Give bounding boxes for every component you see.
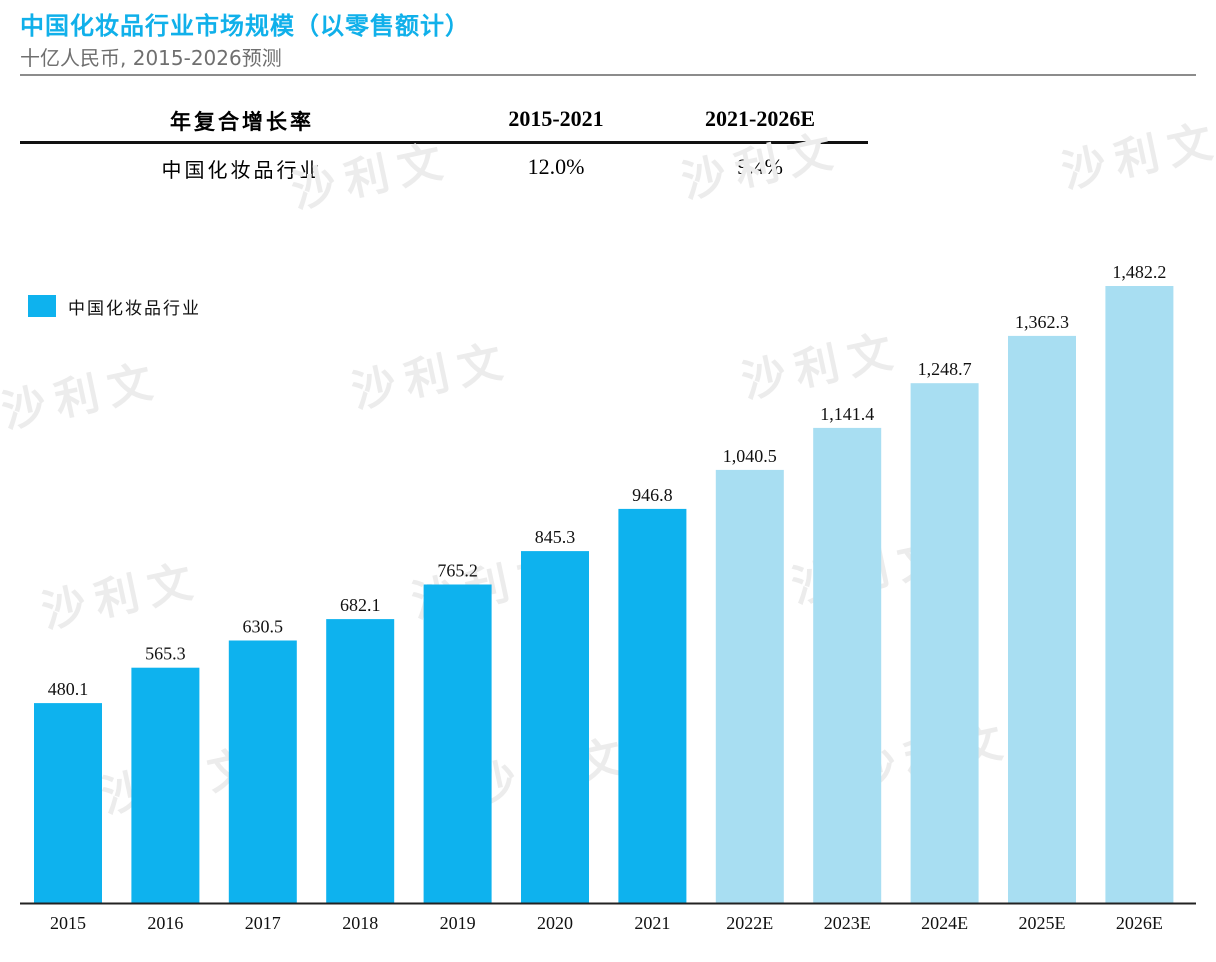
data-label-2019: 765.2 <box>437 561 478 581</box>
x-tick-2023E: 2023E <box>824 913 871 933</box>
x-tick-2016: 2016 <box>147 913 183 933</box>
data-label-2017: 630.5 <box>243 617 284 637</box>
x-tick-2019: 2019 <box>440 913 476 933</box>
cagr-row-label: 中国化妆品行业 <box>161 158 323 182</box>
legend-swatch <box>28 295 56 317</box>
x-tick-2018: 2018 <box>342 913 378 933</box>
chart-subtitle: 十亿人民币, 2015-2026预测 <box>20 46 282 70</box>
x-tick-2015: 2015 <box>50 913 86 933</box>
bar-2016 <box>131 667 200 903</box>
cagr-header-label: 年复合增长率 <box>170 110 314 134</box>
bar-2023E <box>813 427 882 903</box>
cagr-table: 年复合增长率 2015-2021 2021-2026E 中国化妆品行业 12.0… <box>20 98 868 190</box>
data-label-2021: 946.8 <box>632 485 673 505</box>
title-divider <box>20 74 1196 76</box>
bar-2020 <box>521 551 589 903</box>
legend-label: 中国化妆品行业 <box>68 298 201 319</box>
cagr-value-2015-2021: 12.0% <box>527 154 585 179</box>
bar-2018 <box>326 619 395 903</box>
data-label-2022E: 1,040.5 <box>723 446 777 466</box>
chart-title: 中国化妆品行业市场规模（以零售额计） <box>20 12 470 40</box>
bar-2024E <box>910 383 979 903</box>
cagr-header-2015-2021: 2015-2021 <box>508 106 604 131</box>
data-label-2016: 565.3 <box>145 644 186 664</box>
x-tick-2026E: 2026E <box>1116 913 1163 933</box>
x-tick-2022E: 2022E <box>726 913 773 933</box>
cagr-table-rule <box>20 141 868 144</box>
bar-2026E <box>1105 286 1174 903</box>
bar-2019 <box>423 584 492 903</box>
data-label-2023E: 1,141.4 <box>820 404 874 424</box>
x-tick-2024E: 2024E <box>921 913 968 933</box>
data-label-2020: 845.3 <box>535 527 576 547</box>
data-label-2024E: 1,248.7 <box>918 359 972 379</box>
bar-2021 <box>618 508 687 903</box>
bar-2022E <box>715 469 784 903</box>
bar-2015 <box>34 703 102 903</box>
data-label-2025E: 1,362.3 <box>1015 312 1069 332</box>
cagr-header-2021-2026e: 2021-2026E <box>705 106 815 131</box>
x-tick-2021: 2021 <box>634 913 670 933</box>
bar-2017 <box>228 640 297 903</box>
data-label-2015: 480.1 <box>48 679 89 699</box>
cagr-value-2021-2026e: 9.4% <box>737 154 783 179</box>
x-tick-2017: 2017 <box>245 913 281 933</box>
data-label-2026E: 1,482.2 <box>1112 262 1166 282</box>
bar-2025E <box>1008 335 1076 903</box>
chart-legend: 中国化妆品行业 <box>28 294 201 319</box>
data-label-2018: 682.1 <box>340 595 381 615</box>
x-tick-2025E: 2025E <box>1019 913 1066 933</box>
x-tick-2020: 2020 <box>537 913 573 933</box>
